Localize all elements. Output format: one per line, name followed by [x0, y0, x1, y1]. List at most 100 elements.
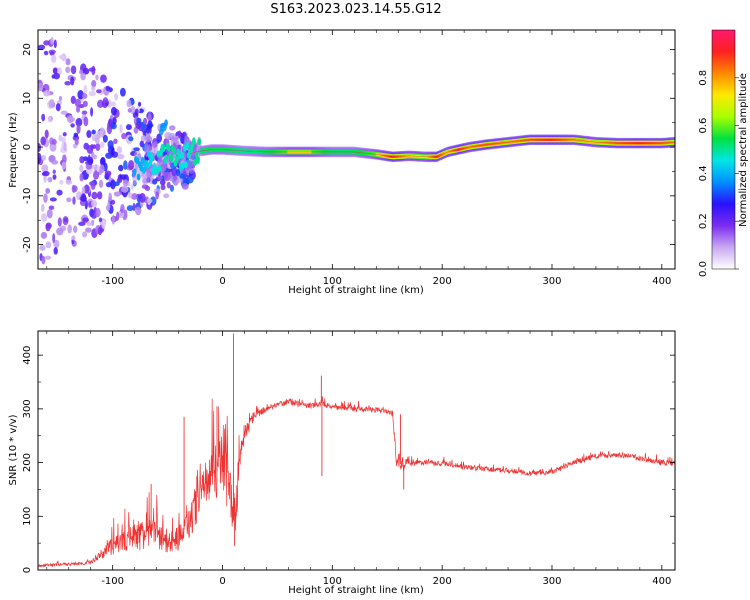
spectrogram-speckle — [86, 130, 92, 138]
spectrogram-speckle — [136, 117, 142, 123]
spectrogram-speckle — [111, 214, 115, 225]
spectrogram-speckle — [47, 176, 53, 183]
spectrogram-speckle — [93, 154, 97, 160]
spectrogram-speckle — [39, 244, 46, 251]
spectrogram-speckle — [105, 152, 113, 159]
spectrogram-speckle — [99, 141, 105, 149]
spectrogram-ridge-band — [185, 142, 190, 150]
spectrogram-speckle — [73, 225, 78, 233]
spectrogram-halo — [174, 137, 180, 152]
spectrogram-speckle — [100, 74, 107, 83]
spectrogram-speckle — [83, 184, 90, 194]
spectrogram-speckle — [96, 191, 103, 200]
spectrogram-speckle — [53, 239, 60, 249]
spectrogram-speckle — [127, 108, 132, 113]
spectrogram-speckle — [133, 147, 140, 152]
spectrogram-x-label: Height of straight line (km) — [288, 285, 424, 296]
spectrogram-speckle — [130, 184, 134, 190]
spectrogram-ridge-band — [140, 156, 145, 164]
spectrogram-speckle — [43, 50, 49, 56]
spectrogram-speckle — [94, 137, 100, 145]
spectrogram-speckle — [90, 181, 96, 190]
colorbar-ticks: 0.0 0.2 0.4 0.6 0.8 — [698, 70, 739, 277]
y-tick-label: -20 — [22, 236, 33, 252]
spectrogram-speckle — [119, 87, 126, 97]
y-tick-label: 100 — [22, 507, 33, 526]
spectrogram-speckle — [44, 129, 49, 139]
spectrogram-ridge-band — [146, 162, 150, 170]
spectrogram-speckle — [91, 129, 96, 135]
spectrogram-speckle — [112, 117, 117, 125]
spectrogram-speckle — [130, 99, 135, 105]
x-tick-label: 0 — [219, 276, 225, 287]
spectrogram-speckle — [71, 184, 76, 193]
spectrogram-speckle — [83, 84, 88, 94]
spectrogram-speckle — [148, 198, 153, 204]
spectrogram-speckle — [49, 51, 55, 56]
spectrogram-speckle — [181, 182, 189, 190]
spectrogram-speckle — [91, 200, 98, 208]
colorbar-tick-label: 0.0 — [698, 261, 709, 277]
spectrogram-speckle — [120, 204, 125, 214]
spectrogram-speckle — [72, 196, 76, 205]
spectrogram-speckle — [175, 169, 181, 177]
spectrogram-speckle — [61, 154, 67, 164]
y-tick-label: 400 — [22, 346, 33, 365]
spectrogram-ridge-band — [135, 157, 140, 165]
spectrogram-speckle — [128, 136, 134, 142]
spectrogram-speckle — [79, 173, 84, 182]
spectrogram-speckle — [169, 125, 176, 131]
spectrogram-speckle — [87, 158, 94, 166]
spectrogram-speckle — [50, 54, 57, 63]
spectrogram-ridge-band — [161, 145, 166, 153]
spectrogram-ridge-band — [178, 162, 183, 170]
spectrogram-speckle — [105, 85, 111, 91]
spectrogram-speckle — [41, 255, 46, 265]
spectrogram-speckle — [91, 80, 97, 88]
spectrogram-speckle — [79, 164, 84, 173]
spectrogram-speckle — [45, 255, 52, 260]
spectrogram-speckle — [48, 205, 55, 210]
spectrogram-speckle — [45, 223, 51, 232]
spectrogram-speckle — [63, 141, 67, 152]
spectrogram-speckle — [53, 39, 57, 49]
spectrogram-speckle — [66, 115, 74, 124]
spectrogram-speckle — [38, 82, 44, 92]
spectrogram-speckle — [88, 90, 96, 97]
spectrogram-speckle — [130, 193, 138, 200]
spectrogram-speckle — [101, 219, 107, 229]
spectrogram-speckle — [65, 179, 73, 185]
spectrogram-speckle — [164, 131, 172, 140]
spectrogram-speckle — [96, 130, 104, 139]
spectrogram-speckle — [107, 99, 112, 109]
spectrogram-speckle — [62, 132, 67, 137]
spectrogram-speckle — [127, 160, 135, 171]
spectrogram-speckle — [61, 137, 66, 143]
x-tick-label: 100 — [323, 576, 342, 587]
spectrogram-ridge-line — [189, 139, 675, 158]
spectrogram-speckle — [70, 65, 77, 75]
y-tick-label: 20 — [22, 43, 33, 56]
snr-y-label: SNR (10 * v/v) — [8, 414, 19, 485]
spectrogram-speckle — [119, 124, 123, 134]
y-tick-label: 0 — [22, 567, 33, 573]
spectrogram-speckle — [41, 164, 49, 173]
spectrogram-speckle — [56, 189, 63, 196]
spectrogram-speckle — [47, 116, 52, 123]
spectrogram-speckle — [102, 134, 108, 143]
x-tick-label: 300 — [542, 576, 561, 587]
spectrogram-speckle — [113, 181, 120, 187]
spectrogram-ridge-band — [136, 173, 141, 181]
spectrogram-speckle — [75, 118, 83, 127]
spectrogram-speckle — [125, 124, 132, 131]
spectrogram-speckle — [45, 188, 51, 194]
spectrogram-speckle — [110, 106, 117, 116]
spectrogram-speckle — [58, 54, 66, 60]
spectrogram-frame — [37, 29, 676, 270]
spectrogram-y-ticks: -20 -10 0 10 20 — [22, 43, 675, 270]
snr-line — [38, 396, 675, 568]
spectrogram-ridge-band — [147, 150, 151, 158]
spectrogram-ridge-band — [164, 154, 169, 162]
spectrogram-speckle — [66, 197, 72, 203]
spectrogram-speckle — [93, 170, 98, 180]
